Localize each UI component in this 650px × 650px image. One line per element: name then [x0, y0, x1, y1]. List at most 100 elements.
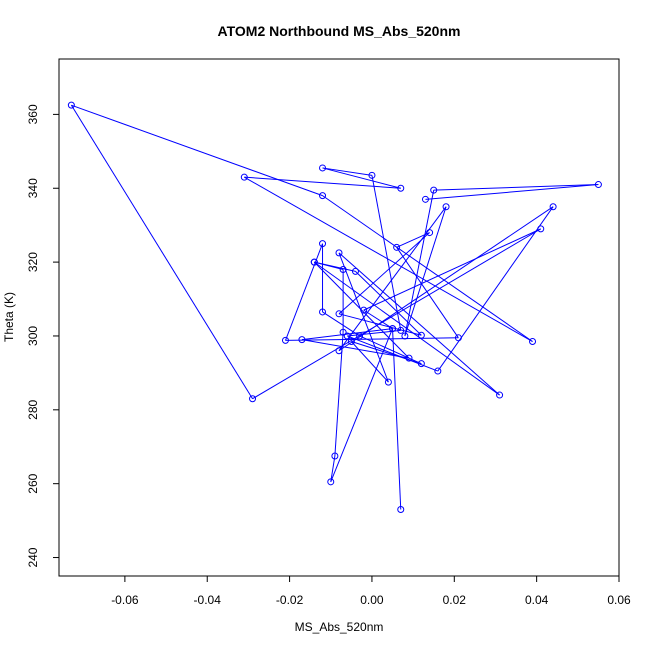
series-line-segment — [396, 232, 430, 248]
data-point — [360, 306, 368, 314]
chart-title: ATOM2 Northbound MS_Abs_520nm — [218, 23, 461, 39]
series-line-segment — [404, 206, 447, 337]
x-tick-label: -0.02 — [276, 593, 304, 607]
series-line-segment — [347, 335, 439, 372]
data-point — [335, 310, 343, 318]
y-tick-label: 320 — [26, 252, 40, 272]
x-tick-label: 0.02 — [443, 593, 467, 607]
data-point — [442, 203, 450, 211]
data-point — [393, 243, 401, 251]
series-line-segment — [363, 228, 541, 311]
data-point — [417, 360, 425, 368]
data-point — [384, 378, 392, 386]
data-point — [430, 186, 438, 194]
series-line-segment — [338, 206, 554, 352]
data-point — [351, 267, 359, 275]
y-tick-label: 260 — [26, 473, 40, 493]
data-point — [397, 326, 405, 334]
series-line-segment — [252, 228, 542, 400]
y-tick-label: 360 — [26, 104, 40, 124]
series-line-segment — [392, 328, 402, 510]
data-point — [454, 334, 462, 342]
data-point — [421, 195, 429, 203]
data-point — [434, 367, 442, 375]
series-line-segment — [437, 206, 554, 372]
x-tick-label: -0.06 — [111, 593, 139, 607]
data-point — [319, 308, 327, 316]
data-point — [347, 338, 355, 346]
data-point — [401, 332, 409, 340]
data-point — [331, 452, 339, 460]
series-line-segment — [425, 184, 599, 200]
series-line-segment — [313, 261, 410, 359]
x-tick-label: -0.04 — [194, 593, 222, 607]
series-line-segment — [433, 184, 599, 191]
series-line-segment — [396, 247, 459, 339]
series-line-segment — [338, 206, 447, 352]
series-line-segment — [301, 328, 393, 341]
data-point — [389, 325, 397, 333]
data-series — [67, 101, 602, 514]
data-point — [343, 332, 351, 340]
series-line-segment — [363, 309, 393, 329]
y-tick-label: 240 — [26, 547, 40, 567]
series-line-segment — [301, 339, 410, 359]
data-point — [319, 164, 327, 172]
series-line-segment — [70, 104, 253, 400]
data-point — [549, 203, 557, 211]
series-line-segment — [330, 328, 393, 483]
series-line-segment — [330, 455, 336, 482]
series-line-segment — [71, 104, 323, 197]
series-line-segment — [322, 195, 533, 342]
series-line-segment — [338, 252, 500, 396]
data-point — [496, 391, 504, 399]
data-point — [240, 173, 248, 181]
data-point — [339, 328, 347, 336]
x-axis: -0.06 -0.04 -0.02 0.00 0.02 0.04 0.06 — [111, 575, 631, 607]
y-axis: 240 260 280 300 320 340 360 — [26, 104, 60, 568]
data-point — [249, 395, 257, 403]
data-point — [426, 229, 434, 237]
series-line-segment — [338, 232, 430, 315]
series-line-segment — [359, 335, 422, 365]
plot-area-frame — [58, 58, 620, 577]
data-point — [339, 265, 347, 273]
data-point — [405, 354, 413, 362]
series-line-segment — [338, 313, 422, 336]
data-point — [356, 332, 364, 340]
x-tick-label: 0.06 — [607, 593, 631, 607]
x-tick-label: 0.00 — [360, 593, 384, 607]
y-tick-label: 340 — [26, 178, 40, 198]
data-point — [537, 225, 545, 233]
data-point — [298, 336, 306, 344]
data-point — [335, 249, 343, 257]
data-point — [327, 478, 335, 486]
data-point — [368, 171, 376, 179]
data-point — [417, 331, 425, 339]
data-point — [397, 184, 405, 192]
series-line-segment — [244, 176, 533, 342]
series-line-segment — [285, 243, 323, 341]
series-line-segment — [350, 341, 389, 383]
y-tick-label: 300 — [26, 326, 40, 346]
data-point — [594, 181, 602, 189]
x-tick-label: 0.04 — [525, 593, 549, 607]
series-line-segment — [355, 270, 422, 336]
y-tick-label: 280 — [26, 399, 40, 419]
series-line-segment — [322, 167, 401, 189]
y-axis-label: Theta (K) — [2, 292, 16, 342]
series-line-segment — [322, 167, 373, 176]
data-point — [529, 338, 537, 346]
series-line-segment — [244, 176, 401, 189]
data-point — [281, 336, 289, 344]
data-point — [397, 506, 405, 514]
series-line-segment — [371, 175, 402, 331]
data-point — [310, 258, 318, 266]
data-point — [319, 192, 327, 200]
x-axis-label: MS_Abs_520nm — [295, 620, 384, 634]
series-line-segment — [404, 189, 435, 337]
series-line-segment — [314, 261, 356, 272]
data-point — [335, 347, 343, 355]
data-point — [319, 240, 327, 248]
